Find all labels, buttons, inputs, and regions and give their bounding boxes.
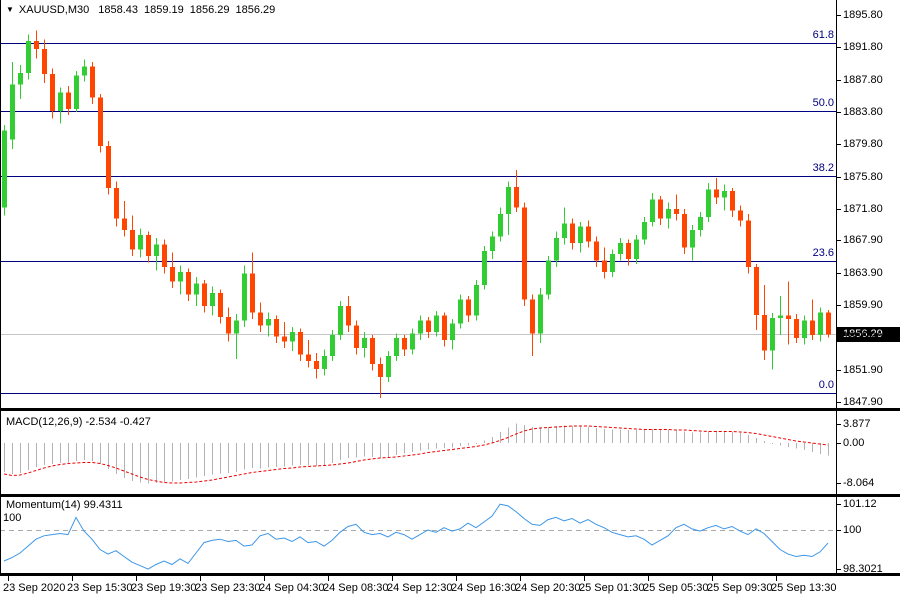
high-value: 1859.19: [143, 4, 184, 16]
fib-level-label-0.0: 0.0: [818, 379, 834, 391]
price-axis-label: 1879.80: [843, 138, 883, 150]
momentum-indicator-label: Momentum(14) 99.4311: [6, 499, 123, 511]
open-value: 1858.43: [98, 4, 138, 16]
fib-level-label-50.0: 50.0: [812, 97, 834, 109]
price-axis-label: 1875.80: [843, 171, 883, 183]
momentum-axis-label: 98.3021: [843, 563, 883, 575]
time-axis-label: 25 Sep 05:30: [643, 582, 709, 594]
fib-level-label-61.8: 61.8: [812, 29, 834, 41]
price-axis-label: 1859.90: [843, 299, 883, 311]
time-axis-label: 24 Sep 08:30: [323, 582, 389, 594]
price-axis-label: 1867.90: [843, 234, 883, 246]
macd-histogram: [4, 423, 829, 484]
symbol-dropdown-arrow-icon: ▼: [6, 5, 14, 14]
price-axis-label: 1847.90: [843, 396, 883, 408]
fib-retracement-lines: [0, 43, 836, 394]
time-axis-label: 25 Sep 09:30: [707, 582, 773, 594]
current-price-badge: 1856.29: [836, 327, 900, 342]
macd-axis-label: -8.064: [843, 477, 875, 489]
time-axis-label: 25 Sep 01:30: [579, 582, 645, 594]
macd-signal-line: [3, 425, 829, 484]
price-axis-label: 1883.80: [843, 106, 883, 118]
price-axis-label: 1863.90: [843, 267, 883, 279]
momentum-axis-label: 101.12: [843, 498, 877, 510]
momentum-line: [3, 503, 829, 570]
price-axis-label: 1855.90: [843, 331, 883, 343]
close-value: 1856.29: [235, 4, 276, 16]
macd-indicator-label: MACD(12,26,9) -2.534 -0.427: [6, 416, 151, 428]
price-axis-label: 1891.80: [843, 41, 883, 53]
time-axis-label: 24 Sep 16:30: [451, 582, 517, 594]
price-axis-label: 1851.90: [843, 364, 883, 376]
time-axis-label: 23 Sep 23:30: [195, 582, 261, 594]
chart-header: ▼ XAUUSD,M30 1858.43 1859.19 1856.29 1856.29: [6, 3, 281, 17]
time-axis-label: 23 Sep 15:30: [67, 582, 133, 594]
macd-axis-label: 0.00: [843, 437, 865, 449]
price-axis-label: 1895.80: [843, 9, 883, 21]
fib-level-label-23.6: 23.6: [812, 247, 834, 259]
time-axis-label: 24 Sep 12:30: [387, 582, 453, 594]
macd-axis-label: 3.877: [843, 418, 871, 430]
symbol-period-label: XAUUSD,M30: [18, 4, 90, 16]
low-value: 1856.29: [189, 4, 230, 16]
time-axis-label: 23 Sep 2020: [3, 582, 66, 594]
fib-level-label-38.2: 38.2: [812, 162, 834, 174]
time-axis-label: 24 Sep 04:30: [259, 582, 325, 594]
time-axis-label: 25 Sep 13:30: [771, 582, 837, 594]
candlestick-series: [2, 30, 831, 399]
price-axis-label: 1871.80: [843, 203, 883, 215]
time-axis-label: 23 Sep 19:30: [131, 582, 197, 594]
momentum-level-label: 100: [3, 512, 22, 524]
panel-separators: [0, 0, 900, 581]
time-axis-label: 24 Sep 20:30: [515, 582, 581, 594]
price-axis-label: 1887.80: [843, 74, 883, 86]
momentum-axis-label: 100: [843, 524, 862, 536]
